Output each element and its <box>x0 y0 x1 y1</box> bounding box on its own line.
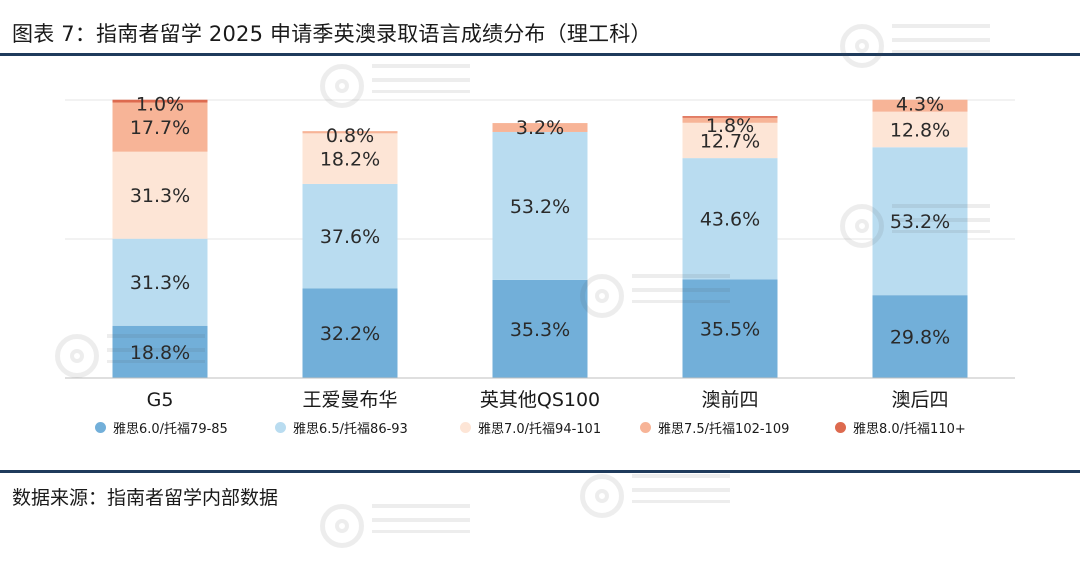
data-label: 37.6% <box>320 226 380 248</box>
data-label: 17.7% <box>130 117 190 139</box>
legend-swatch <box>95 422 106 433</box>
bar-segment <box>872 111 968 148</box>
bar-segment <box>492 279 588 378</box>
bar-segment <box>872 147 968 296</box>
top-rule <box>0 53 1080 56</box>
data-label: 18.2% <box>320 149 380 171</box>
bar-segment <box>682 117 778 123</box>
bottom-rule <box>0 470 1080 473</box>
legend-swatch <box>640 422 651 433</box>
data-label: 31.3% <box>130 185 190 207</box>
legend-item: 雅思7.0/托福94-101 <box>460 418 601 437</box>
legend-label: 雅思7.0/托福94-101 <box>478 422 602 437</box>
data-label: 18.8% <box>130 342 190 364</box>
bar-segment <box>682 122 778 159</box>
legend-label: 雅思8.0/托福110+ <box>853 422 966 437</box>
legend-label: 雅思7.5/托福102-109 <box>658 422 790 437</box>
data-label: 3.2% <box>516 117 564 139</box>
bar-segment <box>492 131 588 280</box>
bar-segment <box>492 123 588 132</box>
bar-segment <box>112 238 208 326</box>
bar-segment <box>302 183 398 289</box>
data-label: 12.8% <box>890 119 950 141</box>
data-label: 4.3% <box>896 94 944 116</box>
bar-segment <box>112 151 208 239</box>
category-label: G5 <box>147 389 174 411</box>
watermark-logo <box>580 470 730 530</box>
stacked-bar-chart: 18.8% 31.3% 31.3% 17.7%1.0% G5 32.2% 37.6% 18.2… <box>65 94 1015 411</box>
category-label: 澳后四 <box>891 389 948 411</box>
bar-segment <box>682 279 778 378</box>
bar-segment <box>872 99 968 112</box>
data-label: 43.6% <box>700 209 760 231</box>
figure-source: 数据来源：指南者留学内部数据 <box>12 487 279 509</box>
data-label: 53.2% <box>510 196 570 218</box>
legend-item: 雅思6.0/托福79-85 <box>95 418 228 437</box>
data-label: 35.3% <box>510 319 570 341</box>
bar-segment <box>682 116 778 118</box>
legend-swatch <box>835 422 846 433</box>
data-label: 1.0% <box>136 94 184 116</box>
bar-segment <box>302 133 398 184</box>
data-label: 32.2% <box>320 323 380 345</box>
category-label: 澳前四 <box>701 389 758 411</box>
data-label: 35.5% <box>700 319 760 341</box>
bar-segment <box>112 325 208 378</box>
data-label: 0.8% <box>326 125 374 147</box>
legend-item: 雅思8.0/托福110+ <box>835 418 966 437</box>
bar-segment <box>302 288 398 378</box>
data-label: 31.3% <box>130 272 190 294</box>
bar-segment <box>872 295 968 378</box>
bar-segment <box>302 131 398 134</box>
legend-label: 雅思6.5/托福86-93 <box>293 422 408 437</box>
legend-swatch <box>460 422 471 433</box>
data-label: 1.8% <box>706 115 754 137</box>
chart-legend: 雅思6.0/托福79-85 雅思6.5/托福86-93 雅思7.0/托福94-101… <box>0 418 1080 442</box>
legend-item: 雅思6.5/托福86-93 <box>275 418 408 437</box>
bar-segment <box>112 102 208 152</box>
category-label: 英其他QS100 <box>480 389 600 411</box>
data-label: 12.7% <box>700 130 760 152</box>
legend-label: 雅思6.0/托福79-85 <box>113 422 228 437</box>
watermark-logo <box>320 500 470 560</box>
data-label: 29.8% <box>890 327 950 349</box>
bar-segment <box>682 158 778 280</box>
figure-title: 图表 7：指南者留学 2025 申请季英澳录取语言成绩分布（理工科） <box>12 22 652 46</box>
data-label: 53.2% <box>890 211 950 233</box>
legend-item: 雅思7.5/托福102-109 <box>640 418 789 437</box>
category-label: 王爱曼布华 <box>302 389 397 411</box>
legend-swatch <box>275 422 286 433</box>
bar-segment <box>112 99 208 103</box>
